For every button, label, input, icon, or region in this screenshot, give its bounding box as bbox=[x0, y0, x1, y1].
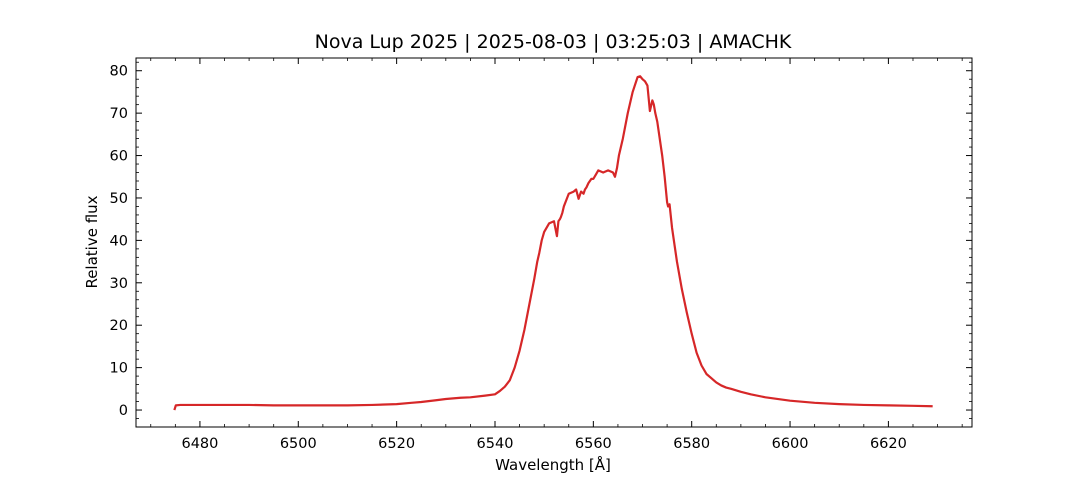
chart-title: Nova Lup 2025 | 2025-08-03 | 03:25:03 | … bbox=[315, 31, 792, 53]
y-tick-label: 20 bbox=[110, 318, 128, 334]
y-tick-label: 10 bbox=[110, 361, 128, 377]
y-tick-label: 70 bbox=[110, 106, 128, 122]
x-axis-label: Wavelength [Å] bbox=[495, 455, 611, 474]
y-tick-label: 30 bbox=[110, 276, 128, 292]
plot-area: 6480 6500 6520 6540 6560 6580 6600 6620 0 10 20 30 4… bbox=[110, 57, 973, 452]
x-tick-label: 6480 bbox=[181, 436, 218, 452]
x-tick-label: 6520 bbox=[378, 436, 415, 452]
y-tick-label: 80 bbox=[110, 64, 128, 80]
y-axis-label: Relative flux bbox=[83, 195, 101, 288]
y-tick-label: 60 bbox=[110, 149, 128, 165]
plot-frame bbox=[135, 57, 973, 428]
y-tick-label: 40 bbox=[110, 233, 128, 249]
series-line-0 bbox=[173, 75, 933, 411]
x-tick-label: 6600 bbox=[772, 436, 809, 452]
x-tick-label: 6500 bbox=[280, 436, 317, 452]
y-tick-label: 50 bbox=[110, 191, 128, 207]
x-tick-label: 6580 bbox=[673, 436, 710, 452]
x-tick-label: 6540 bbox=[477, 436, 514, 452]
y-tick-label: 0 bbox=[119, 403, 128, 419]
x-tick-label: 6620 bbox=[870, 436, 907, 452]
x-tick-label: 6560 bbox=[575, 436, 612, 452]
